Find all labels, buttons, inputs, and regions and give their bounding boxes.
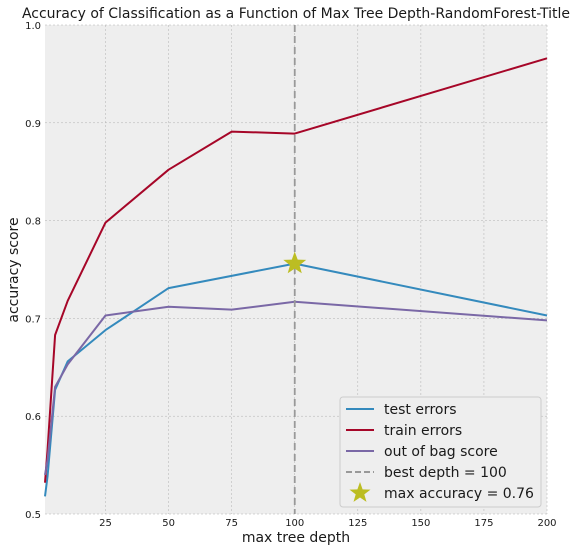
legend-label: train errors: [384, 423, 462, 439]
legend-label: out of bag score: [384, 444, 498, 460]
x-tick-label: 125: [348, 518, 367, 529]
x-tick-label: 75: [225, 518, 238, 529]
y-tick-label: 0.7: [25, 314, 41, 325]
x-tick-label: 25: [99, 518, 112, 529]
y-tick-label: 0.5: [25, 510, 41, 521]
legend-box: [339, 396, 542, 508]
x-tick-label: 50: [162, 518, 175, 529]
chart-title: Accuracy of Classification as a Function…: [22, 6, 570, 22]
series-line: [44, 262, 548, 497]
y-axis-label: accuracy score: [6, 217, 22, 322]
max-accuracy-star-icon: [283, 251, 307, 274]
tick-labels: 25 50 75 100 125 150 175 200 0.5 0.6 0.7 0.8 0.9 1.0: [25, 21, 556, 529]
y-tick-label: 0.9: [25, 119, 41, 130]
series-line: [44, 300, 548, 476]
x-tick-label: 150: [411, 518, 430, 529]
x-tick-label: 175: [474, 518, 493, 529]
y-tick-label: 0.6: [25, 412, 41, 423]
x-tick-label: 200: [537, 518, 556, 529]
legend-label: test errors: [384, 402, 457, 418]
series-line: [44, 57, 548, 483]
series-group: [44, 25, 548, 514]
legend-label: best depth = 100: [384, 465, 507, 481]
y-tick-label: 1.0: [25, 21, 41, 32]
y-tick-label: 0.8: [25, 217, 41, 228]
legend-star-icon: [349, 482, 371, 502]
legend-label: max accuracy = 0.76: [384, 486, 534, 502]
x-tick-label: 100: [285, 518, 304, 529]
x-axis-label: max tree depth: [242, 530, 350, 546]
legend: test errors train errors out of bag score b…: [339, 396, 542, 508]
